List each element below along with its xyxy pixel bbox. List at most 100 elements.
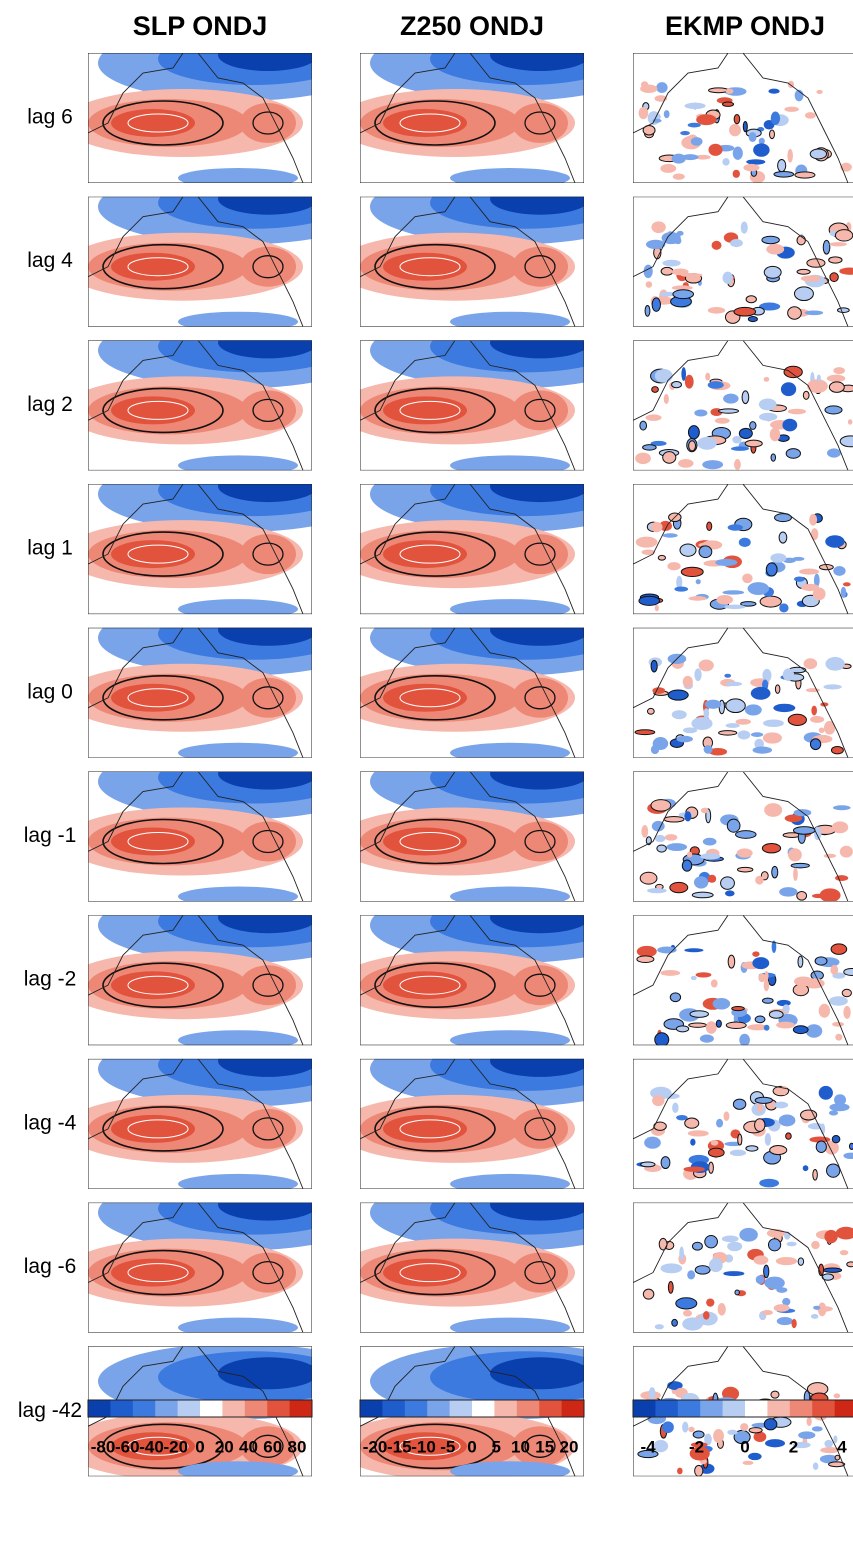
anomaly-patch bbox=[732, 169, 740, 178]
anomaly-patch bbox=[809, 148, 828, 160]
negative-anomaly bbox=[218, 627, 312, 646]
anomaly-patch bbox=[769, 129, 775, 140]
anomaly-patch bbox=[727, 1429, 738, 1435]
anomaly-patch bbox=[832, 1021, 845, 1027]
colorbar-tick-label: 15 bbox=[535, 1437, 554, 1456]
contour bbox=[252, 973, 284, 997]
anomaly-patch bbox=[680, 273, 703, 278]
coastline bbox=[88, 1058, 304, 1189]
anomaly-patch bbox=[715, 558, 738, 567]
anomaly-patch bbox=[723, 393, 739, 404]
contour bbox=[252, 686, 284, 710]
map-panel bbox=[88, 53, 312, 183]
anomaly-patch bbox=[794, 976, 813, 987]
anomaly-patch bbox=[736, 866, 754, 873]
colorbar-swatch bbox=[722, 1400, 746, 1417]
colorbar-tick-label: 20 bbox=[560, 1437, 579, 1456]
anomaly-patch bbox=[829, 1103, 850, 1112]
anomaly-patch bbox=[779, 887, 798, 897]
contour bbox=[524, 1434, 556, 1458]
anomaly-patch bbox=[652, 1095, 665, 1107]
contour bbox=[127, 400, 189, 420]
anomaly-patch bbox=[803, 658, 818, 670]
anomaly-patch bbox=[829, 272, 839, 283]
positive-anomaly bbox=[240, 246, 296, 287]
anomaly-patch bbox=[810, 716, 825, 723]
anomaly-patch bbox=[754, 1015, 766, 1024]
anomaly-patch bbox=[635, 452, 651, 465]
anomaly-patch bbox=[742, 1460, 754, 1465]
colorbar-swatch bbox=[267, 1400, 290, 1417]
coastline bbox=[633, 627, 849, 758]
negative-anomaly bbox=[218, 1357, 312, 1390]
anomaly-patch bbox=[766, 243, 785, 255]
anomaly-patch bbox=[660, 266, 674, 276]
anomaly-patch bbox=[704, 1433, 712, 1446]
anomaly-patch bbox=[758, 137, 765, 145]
positive-anomaly bbox=[111, 683, 195, 712]
anomaly-patch bbox=[659, 291, 676, 297]
anomaly-patch bbox=[660, 1156, 671, 1170]
anomaly-patch bbox=[818, 1003, 831, 1018]
colorbar-swatch bbox=[789, 1400, 813, 1417]
anomaly-patch bbox=[651, 221, 666, 234]
anomaly-patch bbox=[782, 1004, 790, 1013]
positive-anomaly bbox=[111, 109, 195, 137]
positive-anomaly bbox=[512, 1108, 568, 1149]
anomaly-patch bbox=[640, 1161, 656, 1168]
positive-anomaly bbox=[383, 396, 467, 425]
map-panel bbox=[633, 53, 853, 183]
anomaly-patch bbox=[801, 583, 820, 592]
anomaly-patch bbox=[809, 738, 822, 751]
anomaly-patch bbox=[680, 131, 690, 136]
anomaly-patch bbox=[688, 596, 707, 601]
anomaly-patch bbox=[763, 265, 782, 279]
anomaly-patch bbox=[725, 698, 746, 714]
contour bbox=[102, 818, 224, 865]
anomaly-patch bbox=[806, 258, 826, 268]
anomaly-patch bbox=[717, 1303, 726, 1316]
anomaly-patch bbox=[708, 1161, 714, 1174]
anomaly-patch bbox=[674, 586, 689, 592]
anomaly-patch bbox=[645, 414, 662, 421]
anomaly-patch bbox=[804, 310, 824, 316]
anomaly-patch bbox=[830, 745, 844, 755]
coastline bbox=[633, 484, 849, 615]
colorbar-tick-label: 2 bbox=[789, 1437, 798, 1456]
anomaly-patch bbox=[828, 1110, 839, 1116]
anomaly-patch bbox=[764, 970, 769, 983]
positive-anomaly bbox=[240, 965, 296, 1006]
anomaly-patch bbox=[650, 521, 663, 533]
anomaly-patch bbox=[643, 264, 653, 279]
anomaly-patch bbox=[784, 814, 803, 823]
anomaly-patch bbox=[833, 1435, 838, 1444]
anomaly-patch bbox=[726, 818, 741, 833]
row-label: lag 4 bbox=[27, 249, 73, 272]
anomaly-patch bbox=[848, 1142, 853, 1151]
anomaly-patch bbox=[792, 826, 816, 835]
contour bbox=[374, 1249, 496, 1296]
map-panel bbox=[360, 771, 584, 902]
anomaly-patch bbox=[710, 1139, 719, 1146]
coastline bbox=[360, 627, 576, 758]
anomaly-patch bbox=[676, 1114, 688, 1121]
positive-anomaly bbox=[111, 971, 195, 1000]
negative-anomaly bbox=[178, 599, 298, 615]
anomaly-patch bbox=[782, 418, 798, 432]
anomaly-patch bbox=[763, 376, 770, 382]
anomaly-patch bbox=[682, 727, 698, 734]
anomaly-patch bbox=[834, 229, 853, 242]
anomaly-patch bbox=[767, 1238, 782, 1252]
map-panel bbox=[360, 915, 584, 1046]
negative-anomaly bbox=[450, 599, 570, 615]
anomaly-patch bbox=[830, 964, 839, 975]
column-title: EKMP ONDJ bbox=[665, 11, 825, 41]
anomaly-patch bbox=[762, 668, 772, 682]
anomaly-patch bbox=[695, 972, 712, 978]
coastline bbox=[88, 627, 304, 758]
anomaly-patch bbox=[824, 1439, 833, 1448]
anomaly-patch bbox=[689, 1010, 709, 1018]
anomaly-patch bbox=[835, 1226, 853, 1240]
anomaly-patch bbox=[641, 549, 656, 555]
anomaly-patch bbox=[667, 1280, 674, 1294]
